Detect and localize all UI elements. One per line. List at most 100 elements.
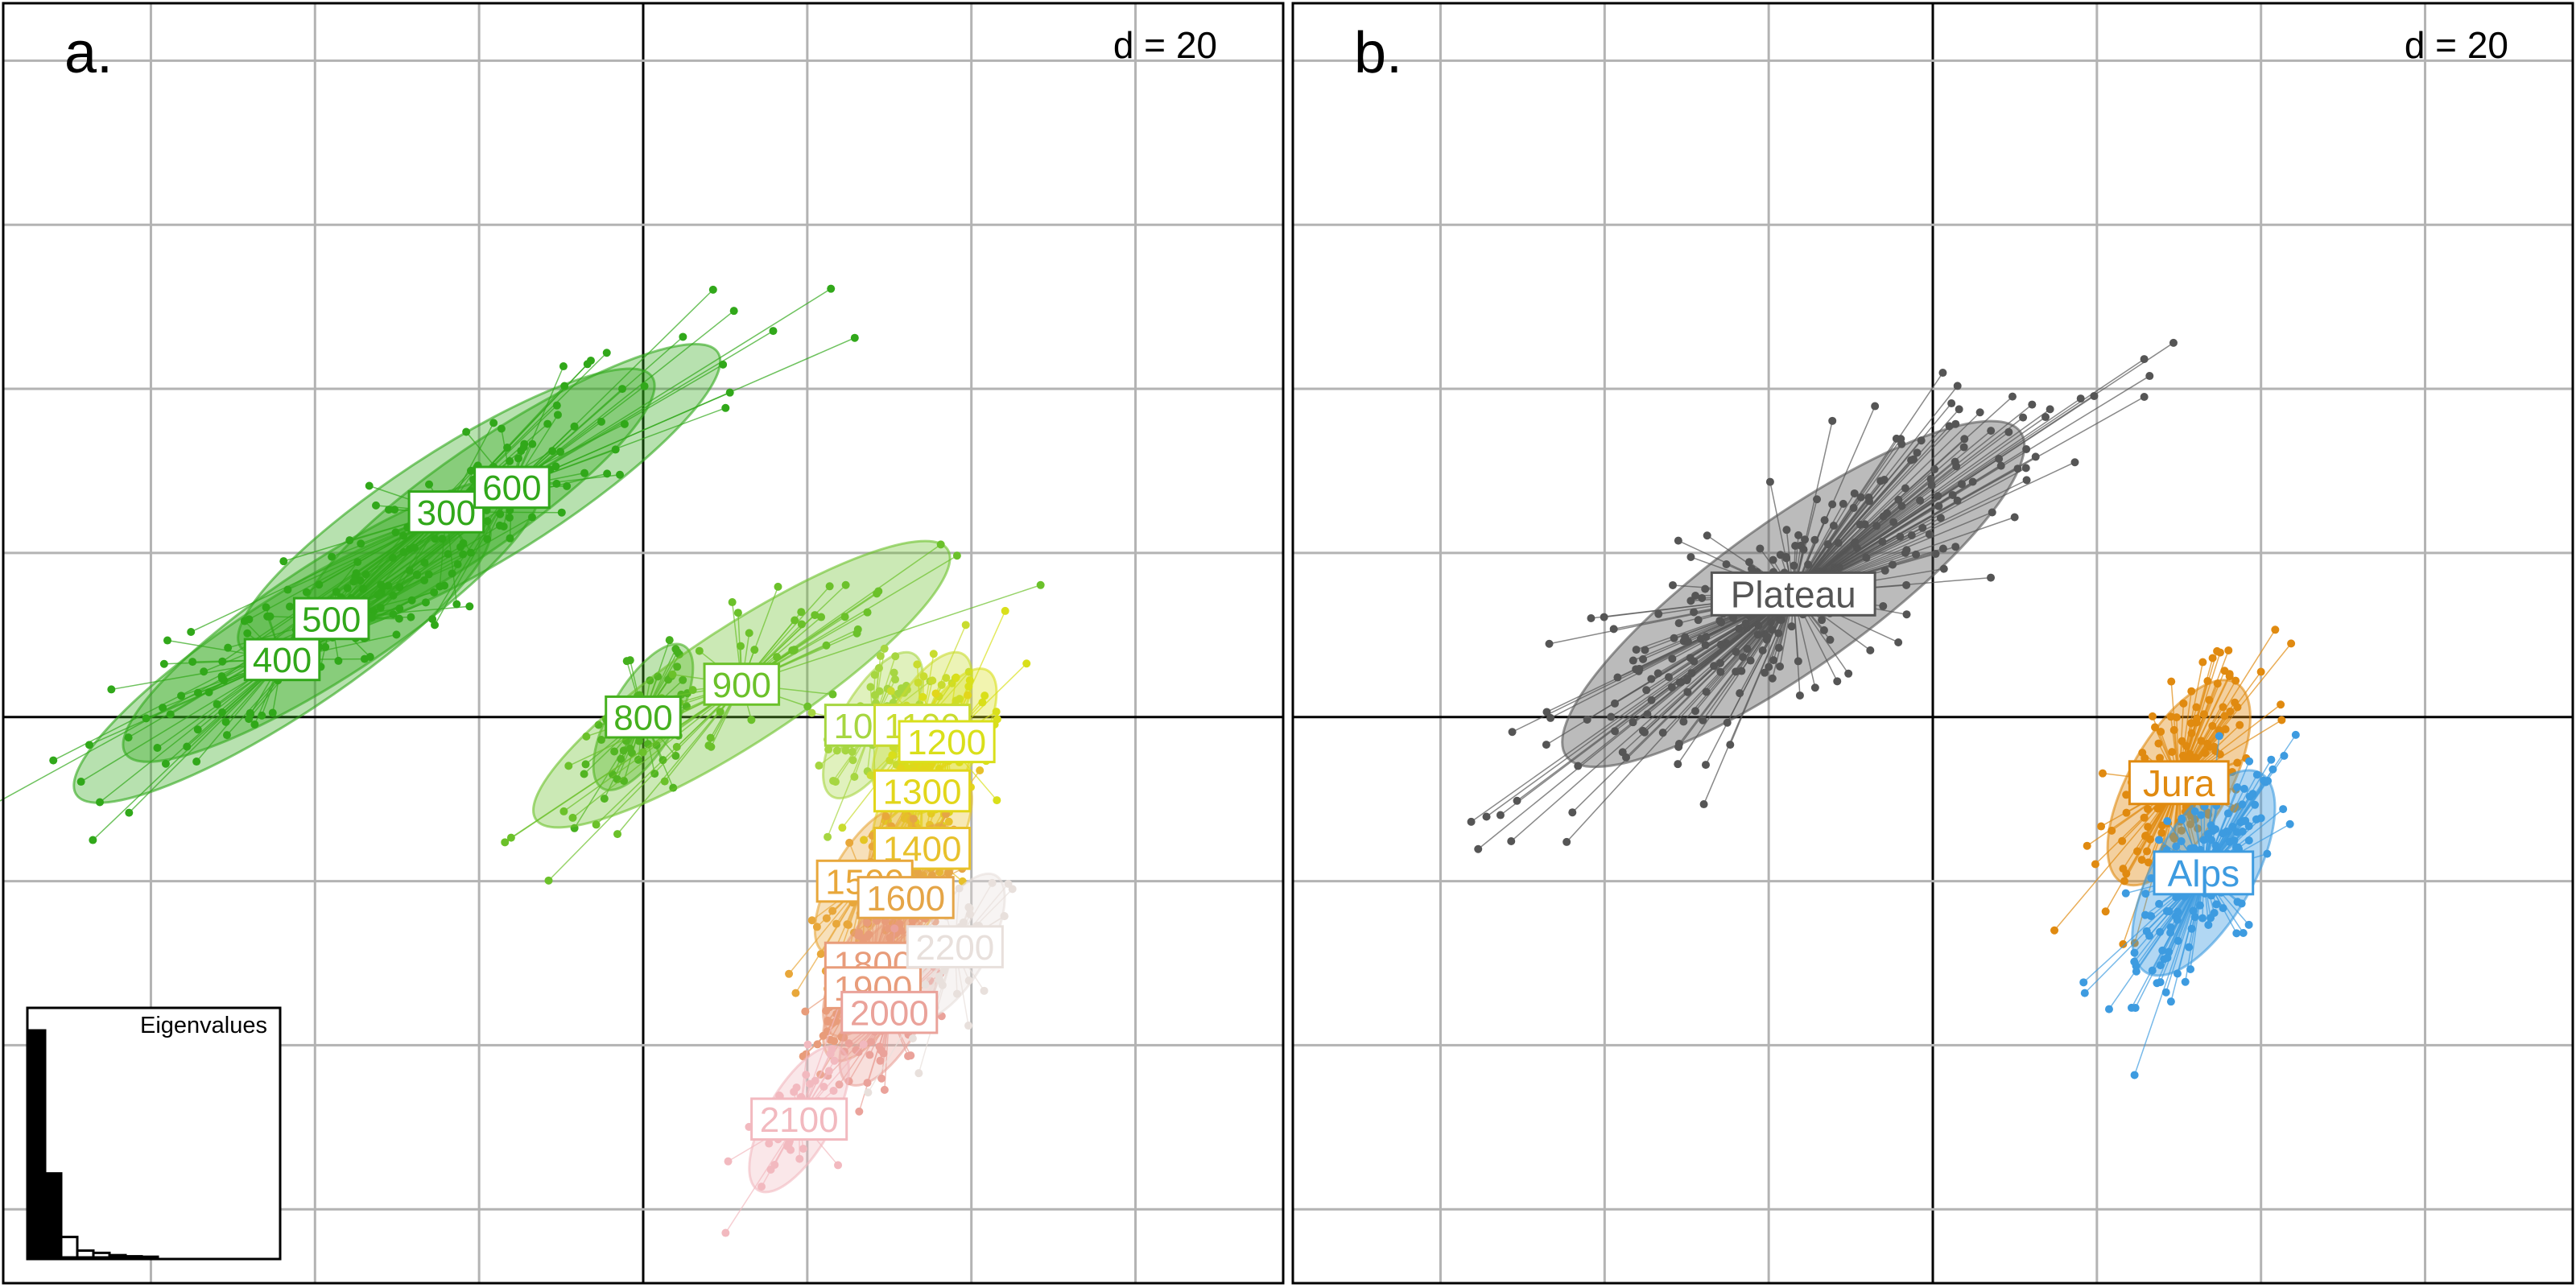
spoke-600 bbox=[353, 486, 513, 621]
point-Plateau bbox=[1668, 654, 1677, 663]
point-Plateau bbox=[2004, 427, 2013, 436]
label-1200: 1200 bbox=[898, 720, 996, 764]
label-box-400 bbox=[243, 638, 321, 682]
point-600 bbox=[618, 385, 627, 394]
point-600 bbox=[448, 569, 456, 578]
spoke-Plateau bbox=[1703, 593, 1794, 805]
point-500 bbox=[332, 588, 341, 597]
point-Alps bbox=[2244, 822, 2253, 831]
label-box-500 bbox=[292, 597, 370, 641]
label-box-2200 bbox=[906, 925, 1004, 968]
point-2000 bbox=[880, 1085, 889, 1094]
point-Alps bbox=[2238, 827, 2247, 836]
point-900 bbox=[544, 876, 553, 885]
point-2200 bbox=[955, 884, 964, 893]
point-600 bbox=[499, 522, 508, 531]
point-2100 bbox=[790, 1088, 799, 1096]
point-600 bbox=[850, 333, 859, 342]
label-800: 800 bbox=[605, 695, 682, 739]
point-Plateau bbox=[1953, 382, 1962, 390]
point-400 bbox=[258, 711, 266, 720]
label-600: 600 bbox=[473, 465, 551, 510]
point-1200 bbox=[980, 691, 989, 700]
point-Plateau bbox=[1698, 593, 1707, 602]
point-500 bbox=[321, 642, 330, 651]
point-Jura bbox=[2224, 646, 2233, 654]
point-Plateau bbox=[1765, 663, 1773, 671]
point-Alps bbox=[2198, 914, 2207, 923]
point-Plateau bbox=[1959, 443, 1968, 452]
point-Alps bbox=[2263, 849, 2272, 858]
point-Alps bbox=[2285, 819, 2294, 828]
point-600 bbox=[553, 411, 562, 419]
point-Alps bbox=[2156, 961, 2165, 970]
point-300 bbox=[365, 481, 374, 490]
point-Alps bbox=[2187, 924, 2196, 933]
label-box-600 bbox=[473, 465, 551, 510]
point-Plateau bbox=[1674, 760, 1682, 769]
point-1800 bbox=[801, 1007, 810, 1016]
point-Plateau bbox=[1987, 573, 1996, 582]
point-1000 bbox=[870, 691, 879, 700]
eigenvalue-bar bbox=[108, 1253, 127, 1259]
spoke-300 bbox=[445, 352, 608, 513]
point-Plateau bbox=[1907, 530, 1916, 539]
point-2200 bbox=[864, 1088, 873, 1097]
label-text-900: 900 bbox=[712, 666, 771, 705]
point-2100 bbox=[829, 1086, 838, 1095]
point-Plateau bbox=[1653, 669, 1662, 678]
eigenvalue-bar bbox=[60, 1236, 79, 1259]
point-Jura bbox=[2219, 703, 2227, 712]
point-300 bbox=[279, 557, 288, 566]
point-900 bbox=[874, 587, 883, 596]
point-1100 bbox=[929, 650, 938, 658]
point-Plateau bbox=[1866, 646, 1875, 654]
point-Alps bbox=[2240, 784, 2248, 793]
point-Jura bbox=[2235, 720, 2244, 729]
point-600 bbox=[708, 285, 717, 294]
point-800 bbox=[665, 636, 674, 645]
point-Plateau bbox=[2010, 513, 2019, 522]
label-Jura: Jura bbox=[2128, 760, 2230, 806]
point-Plateau bbox=[1996, 461, 2005, 470]
point-Plateau bbox=[1654, 609, 1663, 618]
point-Plateau bbox=[1669, 580, 1678, 589]
point-Jura bbox=[2225, 672, 2234, 681]
point-Alps bbox=[2186, 964, 2195, 973]
point-Plateau bbox=[1918, 523, 1927, 532]
point-400 bbox=[161, 759, 170, 768]
label-box-900 bbox=[703, 663, 781, 706]
point-2000 bbox=[879, 1049, 888, 1058]
point-Plateau bbox=[1939, 564, 1948, 573]
point-Plateau bbox=[1902, 610, 1911, 619]
point-Plateau bbox=[1686, 597, 1695, 605]
label-text-2200: 2200 bbox=[915, 928, 994, 968]
point-800 bbox=[634, 755, 642, 764]
point-1900 bbox=[886, 935, 895, 943]
point-Plateau bbox=[1715, 658, 1724, 667]
point-900 bbox=[501, 838, 510, 847]
label-300: 300 bbox=[407, 490, 485, 534]
point-Plateau bbox=[1968, 477, 1977, 486]
point-Alps bbox=[2204, 830, 2213, 839]
point-Alps bbox=[2267, 755, 2276, 764]
point-Jura bbox=[2101, 907, 2110, 916]
point-600 bbox=[528, 440, 537, 448]
point-Jura bbox=[2167, 677, 2176, 686]
point-Plateau bbox=[1474, 844, 1483, 853]
point-1000 bbox=[894, 689, 902, 698]
label-box-1300 bbox=[873, 769, 972, 813]
label-text-1200: 1200 bbox=[907, 723, 986, 762]
point-600 bbox=[559, 362, 568, 371]
point-900 bbox=[728, 598, 737, 607]
point-Plateau bbox=[1635, 664, 1644, 673]
point-1000 bbox=[870, 671, 879, 679]
label-box-2100 bbox=[750, 1097, 848, 1141]
label-2100: 2100 bbox=[750, 1097, 848, 1141]
point-500 bbox=[183, 742, 192, 751]
spoke-900 bbox=[504, 683, 742, 843]
point-Jura bbox=[2143, 847, 2152, 856]
point-600 bbox=[721, 403, 730, 412]
point-800 bbox=[597, 736, 605, 745]
point-2200 bbox=[908, 1034, 917, 1042]
